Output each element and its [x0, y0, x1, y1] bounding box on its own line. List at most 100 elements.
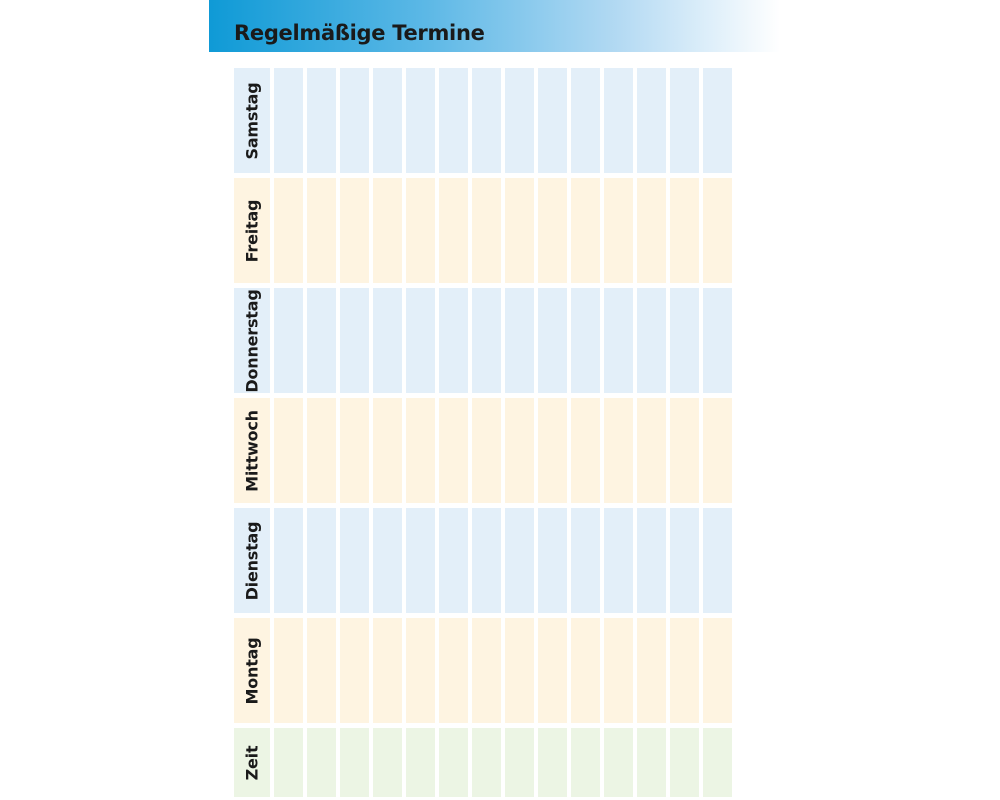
- time-slot-cell[interactable]: [637, 68, 666, 173]
- time-slot-cell[interactable]: [703, 288, 732, 393]
- time-slot-cell[interactable]: [307, 618, 336, 723]
- time-slot-cell[interactable]: [670, 398, 699, 503]
- time-slot-cell[interactable]: [703, 398, 732, 503]
- time-slot-cell[interactable]: [439, 398, 468, 503]
- time-slot-cell[interactable]: [538, 398, 567, 503]
- time-slot-cell[interactable]: [406, 178, 435, 283]
- time-slot-cell[interactable]: [637, 398, 666, 503]
- time-slot-cell[interactable]: [406, 68, 435, 173]
- time-slot-cell[interactable]: [373, 508, 402, 613]
- time-slot-cell[interactable]: [505, 398, 534, 503]
- time-slot-cell[interactable]: [505, 178, 534, 283]
- time-slot-cell[interactable]: [703, 178, 732, 283]
- time-slot-cell[interactable]: [703, 728, 732, 797]
- time-slot-cell[interactable]: [571, 728, 600, 797]
- time-slot-cell[interactable]: [472, 68, 501, 173]
- time-slot-cell[interactable]: [340, 288, 369, 393]
- time-slot-cell[interactable]: [670, 178, 699, 283]
- time-slot-cell[interactable]: [538, 508, 567, 613]
- time-slot-cell[interactable]: [604, 68, 633, 173]
- time-slot-cell[interactable]: [340, 68, 369, 173]
- time-slot-cell[interactable]: [637, 508, 666, 613]
- time-slot-cell[interactable]: [571, 398, 600, 503]
- time-slot-cell[interactable]: [637, 728, 666, 797]
- time-slot-cell[interactable]: [604, 178, 633, 283]
- time-slot-cell[interactable]: [670, 728, 699, 797]
- time-slot-cell[interactable]: [505, 68, 534, 173]
- time-slot-cell[interactable]: [439, 68, 468, 173]
- time-slot-cell[interactable]: [604, 728, 633, 797]
- time-slot-cell[interactable]: [571, 68, 600, 173]
- time-slot-cell[interactable]: [439, 728, 468, 797]
- time-slot-cell[interactable]: [670, 288, 699, 393]
- time-slot-cell[interactable]: [439, 508, 468, 613]
- time-slot-cell[interactable]: [340, 178, 369, 283]
- time-slot-cell[interactable]: [373, 398, 402, 503]
- time-slot-cell[interactable]: [571, 288, 600, 393]
- time-slot-cell[interactable]: [637, 288, 666, 393]
- time-slot-cell[interactable]: [406, 728, 435, 797]
- time-slot-cell[interactable]: [637, 618, 666, 723]
- time-slot-cell[interactable]: [472, 728, 501, 797]
- time-slot-cell[interactable]: [670, 618, 699, 723]
- time-slot-cell[interactable]: [340, 508, 369, 613]
- time-slot-cell[interactable]: [505, 508, 534, 613]
- time-slot-cell[interactable]: [439, 618, 468, 723]
- day-label: Donnerstag: [242, 288, 262, 393]
- time-slot-cell[interactable]: [307, 508, 336, 613]
- time-slot-cell[interactable]: [505, 618, 534, 723]
- time-slot-cell[interactable]: [274, 508, 303, 613]
- time-slot-cell[interactable]: [604, 618, 633, 723]
- time-slot-cell[interactable]: [373, 728, 402, 797]
- time-slot-cell[interactable]: [472, 178, 501, 283]
- time-slot-cell[interactable]: [604, 288, 633, 393]
- time-slot-cell[interactable]: [505, 288, 534, 393]
- time-slot-cell[interactable]: [538, 618, 567, 723]
- time-slot-cell[interactable]: [571, 178, 600, 283]
- time-slot-cell[interactable]: [373, 618, 402, 723]
- time-slot-cell[interactable]: [307, 288, 336, 393]
- time-slot-cell[interactable]: [538, 288, 567, 393]
- time-slot-cell[interactable]: [274, 618, 303, 723]
- time-slot-cell[interactable]: [340, 398, 369, 503]
- time-slot-cell[interactable]: [307, 728, 336, 797]
- time-slot-cell[interactable]: [439, 288, 468, 393]
- time-slot-cell[interactable]: [538, 68, 567, 173]
- time-slot-cell[interactable]: [373, 178, 402, 283]
- time-slot-cell[interactable]: [571, 508, 600, 613]
- time-slot-cell[interactable]: [274, 398, 303, 503]
- time-slot-cell[interactable]: [340, 728, 369, 797]
- time-slot-cell[interactable]: [340, 618, 369, 723]
- time-slot-cell[interactable]: [670, 68, 699, 173]
- time-slot-cell[interactable]: [472, 508, 501, 613]
- time-slot-cell[interactable]: [703, 68, 732, 173]
- time-slot-cell[interactable]: [406, 398, 435, 503]
- time-slot-cell[interactable]: [472, 288, 501, 393]
- time-slot-cell[interactable]: [571, 618, 600, 723]
- time-slot-cell[interactable]: [274, 178, 303, 283]
- time-slot-cell[interactable]: [439, 178, 468, 283]
- time-slot-cell[interactable]: [538, 178, 567, 283]
- time-slot-cell[interactable]: [373, 68, 402, 173]
- time-slot-cell[interactable]: [307, 68, 336, 173]
- time-slot-cell[interactable]: [373, 288, 402, 393]
- time-slot-cell[interactable]: [604, 398, 633, 503]
- time-slot-cell[interactable]: [604, 508, 633, 613]
- time-slot-cell[interactable]: [472, 398, 501, 503]
- time-slot-cell[interactable]: [472, 618, 501, 723]
- time-slot-cell[interactable]: [406, 618, 435, 723]
- time-slot-cell[interactable]: [274, 288, 303, 393]
- time-slot-cell[interactable]: [307, 398, 336, 503]
- time-slot-cell[interactable]: [406, 508, 435, 613]
- time-slot-cell[interactable]: [406, 288, 435, 393]
- time-slot-cell[interactable]: [274, 728, 303, 797]
- time-slot-cell[interactable]: [637, 178, 666, 283]
- time-slot-cell[interactable]: [703, 508, 732, 613]
- time-slot-cell[interactable]: [274, 68, 303, 173]
- time-slot-cell[interactable]: [505, 728, 534, 797]
- row-dienstag: Dienstag: [234, 508, 732, 613]
- time-slot-cell[interactable]: [670, 508, 699, 613]
- time-slot-cell[interactable]: [538, 728, 567, 797]
- time-slot-cell[interactable]: [703, 618, 732, 723]
- time-slot-cell[interactable]: [307, 178, 336, 283]
